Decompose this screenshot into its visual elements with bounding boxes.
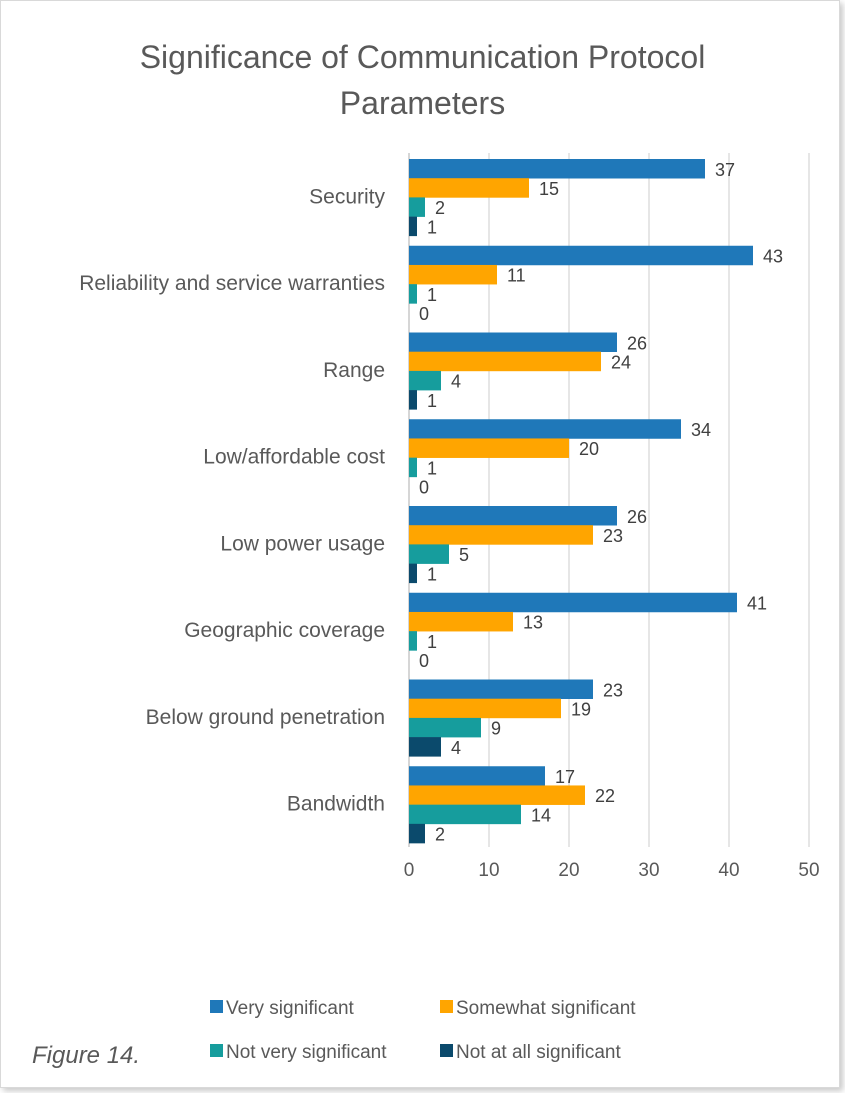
data-label: 2 xyxy=(435,825,445,845)
x-tick-label: 50 xyxy=(798,860,819,881)
data-label: 23 xyxy=(603,680,623,700)
bar xyxy=(409,506,617,526)
data-label: 26 xyxy=(627,507,647,527)
data-label: 1 xyxy=(427,391,437,411)
legend-label: Not very significant xyxy=(226,1042,387,1063)
bar xyxy=(409,698,561,719)
legend-swatch xyxy=(210,1000,223,1013)
legend-label: Somewhat significant xyxy=(456,998,636,1019)
bar xyxy=(409,525,593,545)
bar xyxy=(409,419,681,439)
data-label: 1 xyxy=(427,458,437,478)
x-tick-label: 30 xyxy=(638,860,659,881)
data-label: 24 xyxy=(611,352,631,372)
bar xyxy=(409,679,593,699)
data-label: 0 xyxy=(419,304,429,324)
bar xyxy=(409,284,417,304)
bar xyxy=(409,611,513,632)
bar xyxy=(409,563,417,584)
category-label: Geographic coverage xyxy=(184,619,385,642)
data-label: 4 xyxy=(451,372,461,392)
bar xyxy=(409,592,737,613)
data-label: 1 xyxy=(427,285,437,305)
bar xyxy=(409,332,617,352)
bar xyxy=(409,197,425,217)
bar xyxy=(409,438,569,458)
chart-title-line-1: Significance of Communication Protocol xyxy=(139,39,706,75)
data-label: 1 xyxy=(427,217,437,237)
legend-swatch xyxy=(440,1000,453,1013)
x-tick-label: 10 xyxy=(478,860,499,881)
data-label: 2 xyxy=(435,198,445,218)
category-label: Reliability and service warranties xyxy=(79,272,385,295)
bar xyxy=(409,245,753,266)
data-label: 20 xyxy=(579,439,599,459)
bar xyxy=(409,390,417,410)
data-label: 5 xyxy=(459,545,469,565)
data-label: 23 xyxy=(603,526,623,546)
legend-swatch xyxy=(210,1044,223,1057)
data-label: 1 xyxy=(427,632,437,652)
data-label: 37 xyxy=(715,160,735,180)
data-label: 0 xyxy=(419,651,429,671)
data-label: 9 xyxy=(491,719,501,739)
bar xyxy=(409,737,441,757)
data-label: 15 xyxy=(539,179,559,199)
category-label: Range xyxy=(323,359,385,382)
category-label: Security xyxy=(309,185,385,208)
bar xyxy=(409,544,449,564)
data-label: 4 xyxy=(451,738,461,758)
bar xyxy=(409,351,601,372)
category-label: Low/affordable cost xyxy=(203,446,385,469)
data-label: 11 xyxy=(507,266,526,286)
bar xyxy=(409,178,529,198)
category-label: Bandwidth xyxy=(287,793,385,816)
data-label: 14 xyxy=(531,805,551,825)
bar xyxy=(409,631,417,651)
data-label: 26 xyxy=(627,333,647,353)
data-label: 1 xyxy=(427,564,437,584)
x-tick-label: 40 xyxy=(718,860,739,881)
x-tick-label: 0 xyxy=(404,860,415,881)
bar xyxy=(409,159,705,179)
legend-label: Very significant xyxy=(226,998,355,1019)
bar xyxy=(409,717,481,738)
bar xyxy=(409,457,417,478)
data-label: 41 xyxy=(747,594,767,614)
data-label: 22 xyxy=(595,786,615,806)
bar xyxy=(409,370,441,391)
data-label: 43 xyxy=(763,247,783,267)
data-label: 13 xyxy=(523,613,543,633)
data-label: 19 xyxy=(571,699,591,719)
chart-title: Significance of Communication Protocol P… xyxy=(0,34,845,126)
category-label: Low power usage xyxy=(220,532,385,555)
data-label: 34 xyxy=(691,420,711,440)
legend-label: Not at all significant xyxy=(456,1042,621,1063)
bar xyxy=(409,823,425,844)
data-label: 17 xyxy=(555,767,575,787)
legend-swatch xyxy=(440,1044,453,1057)
bar xyxy=(409,766,545,786)
bar xyxy=(409,216,417,237)
bar xyxy=(409,264,497,285)
bar xyxy=(409,785,585,805)
bar xyxy=(409,804,521,825)
x-tick-label: 20 xyxy=(558,860,579,881)
category-label: Below ground penetration xyxy=(146,706,385,729)
chart-title-line-2: Parameters xyxy=(339,85,506,121)
data-label: 0 xyxy=(419,478,429,498)
figure-caption: Figure 14. xyxy=(32,1042,141,1069)
